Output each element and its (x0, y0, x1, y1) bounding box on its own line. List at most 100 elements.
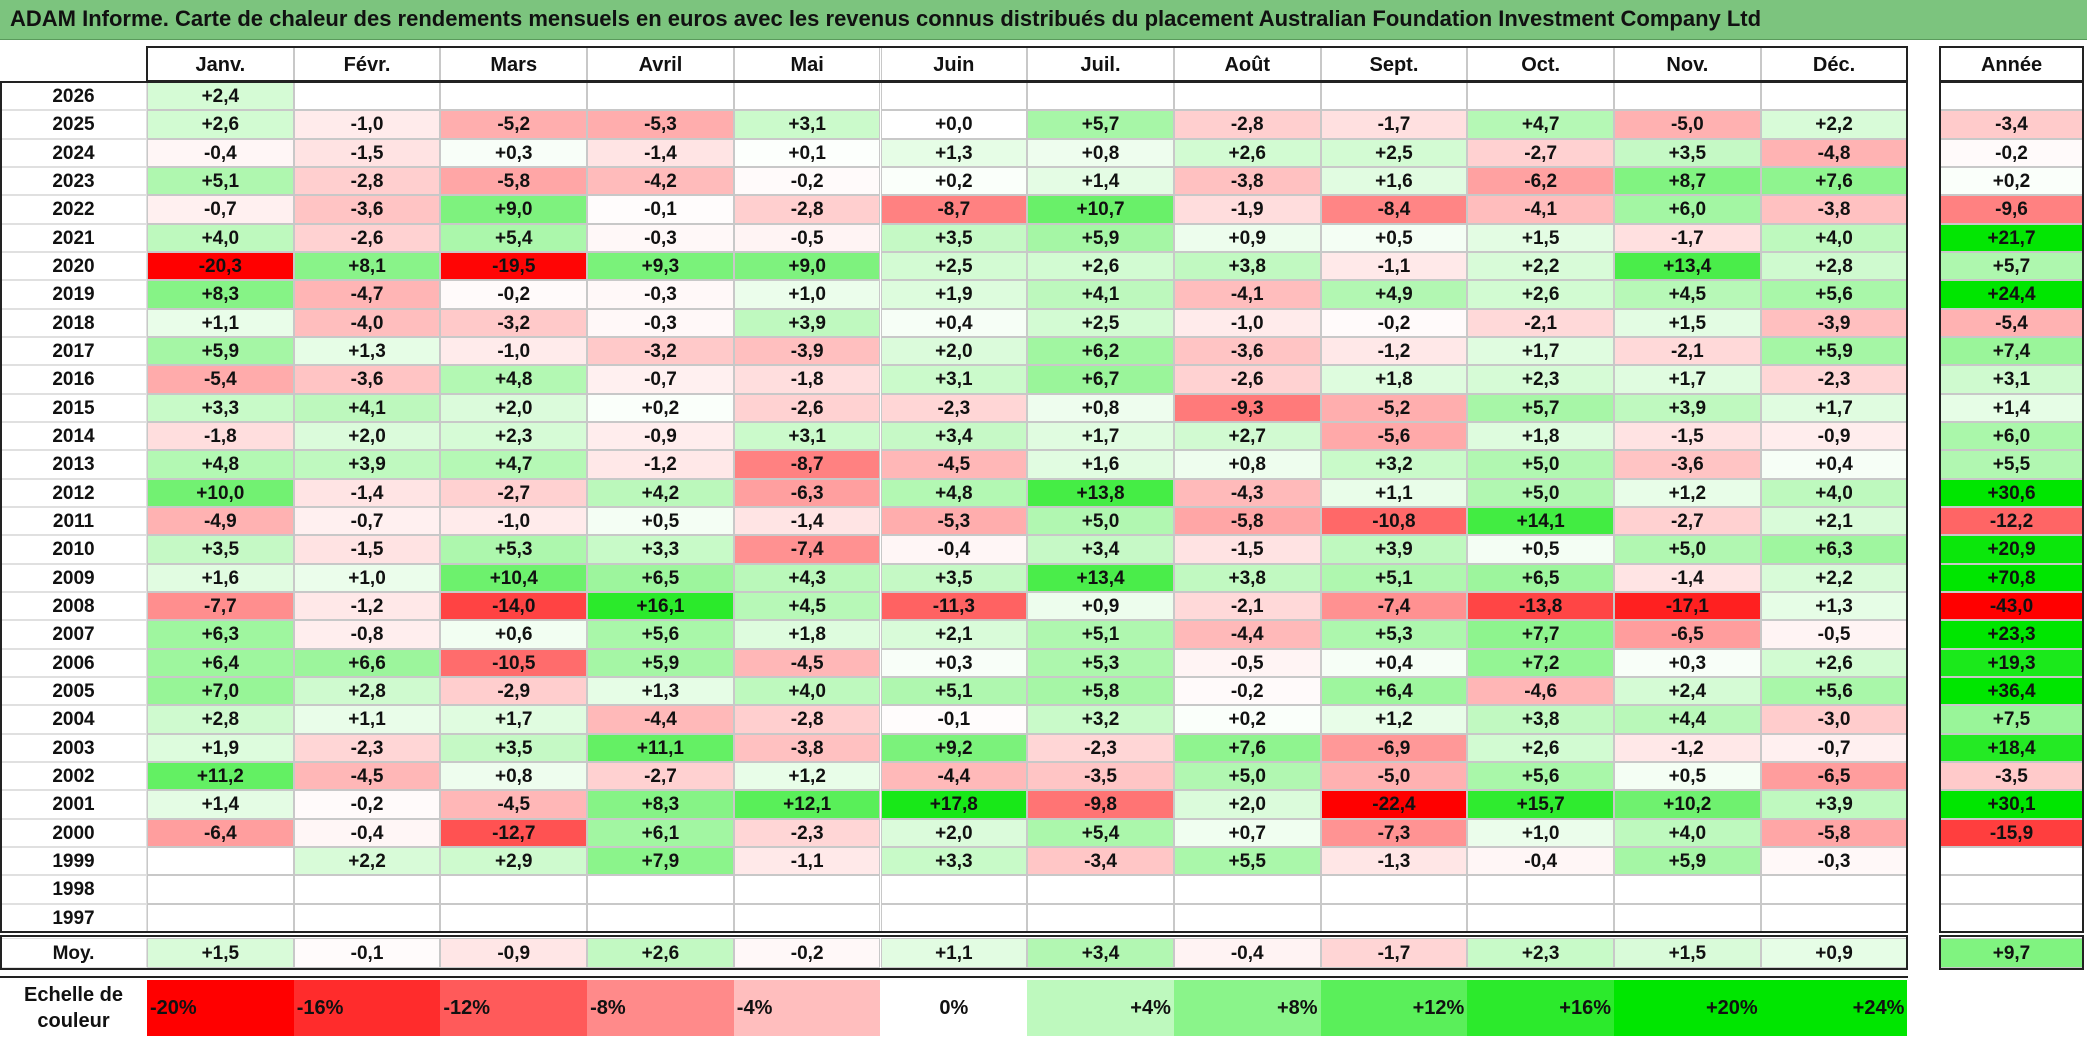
heatmap-cell: +7,6 (1173, 733, 1321, 762)
heatmap-cell: +4,5 (1614, 280, 1761, 309)
heatmap-cell: -2,1 (1173, 591, 1321, 621)
heatmap-cell: +6,0 (1614, 195, 1761, 224)
heatmap-cell: +6,3 (1760, 535, 1908, 564)
heatmap-cell: +1,6 (1320, 166, 1468, 196)
heatmap-cell: +0,5 (1467, 535, 1614, 564)
heatmap-cell: -4,4 (880, 761, 1028, 791)
heatmap-cell: +2,8 (147, 705, 294, 734)
year-label: 2011 (0, 506, 147, 536)
heatmap-cell: +1,4 (147, 790, 294, 819)
heatmap-cell: -0,3 (587, 280, 734, 309)
heatmap-cell: +0,0 (880, 110, 1028, 139)
annual-cell: +18,4 (1940, 733, 2083, 762)
heatmap-cell: +1,0 (1467, 818, 1614, 847)
heatmap-cell: -0,1 (880, 705, 1028, 734)
heatmap-cell: +10,7 (1027, 195, 1174, 224)
heatmap-cell: +2,5 (1027, 308, 1174, 337)
heatmap-cell: +5,0 (1027, 506, 1174, 536)
heatmap-cell: -0,7 (293, 506, 441, 536)
average-cell: -1,7 (1320, 938, 1468, 968)
annual-cell: -9,6 (1940, 195, 2083, 224)
heatmap-cell: +0,1 (733, 138, 881, 167)
annual-cell: +3,1 (1940, 365, 2083, 394)
year-label: 2014 (0, 421, 147, 451)
year-label: 2026 (0, 82, 147, 111)
month-header: Oct. (1467, 47, 1614, 82)
heatmap-cell: -13,8 (1467, 591, 1614, 621)
heatmap-cell: +1,1 (147, 308, 294, 337)
heatmap-cell: +2,8 (293, 676, 441, 706)
heatmap-cell: +5,3 (1320, 620, 1468, 649)
heatmap-cell: +13,4 (1027, 563, 1174, 592)
heatmap-cell (1760, 82, 1908, 111)
heatmap-cell: +6,6 (293, 648, 441, 677)
heatmap-cell: +3,8 (1467, 705, 1614, 734)
year-label: 2018 (0, 308, 147, 337)
annual-cell: +7,5 (1940, 705, 2083, 734)
title-bar: ADAM Informe. Carte de chaleur des rende… (0, 0, 2087, 40)
heatmap-cell: +2,0 (880, 818, 1028, 847)
heatmap-cell: +5,7 (1027, 110, 1174, 139)
heatmap-cell: +17,8 (880, 790, 1028, 819)
heatmap-cell: -0,4 (1467, 846, 1614, 876)
year-label: 2002 (0, 761, 147, 791)
annual-cell: -5,4 (1940, 308, 2083, 337)
year-label: 2019 (0, 280, 147, 309)
year-label: 2022 (0, 195, 147, 224)
year-label: 2001 (0, 790, 147, 819)
heatmap-cell: -3,8 (1760, 195, 1908, 224)
scale-swatch: -20% (147, 980, 294, 1036)
heatmap-cell: -3,0 (1760, 705, 1908, 734)
heatmap-cell: +4,1 (293, 393, 441, 422)
heatmap-cell (1027, 875, 1174, 904)
scale-swatch: 0% (880, 980, 1028, 1036)
heatmap-cell: +6,7 (1027, 365, 1174, 394)
heatmap-cell: -2,8 (733, 705, 881, 734)
heatmap-cell: -5,2 (440, 110, 588, 139)
heatmap-cell: +3,9 (1320, 535, 1468, 564)
heatmap-cell: -0,2 (293, 790, 441, 819)
annual-header: Année (1940, 47, 2083, 82)
heatmap-cell (147, 903, 294, 932)
heatmap-cell: +2,2 (1467, 251, 1614, 281)
heatmap-cell: +2,0 (880, 336, 1028, 366)
heatmap-cell: +7,7 (1467, 620, 1614, 649)
heatmap-cell: -1,2 (293, 591, 441, 621)
heatmap-cell: +5,4 (440, 223, 588, 252)
heatmap-cell: +1,1 (293, 705, 441, 734)
heatmap-cell: +4,0 (1760, 223, 1908, 252)
average-cell: +1,5 (147, 938, 294, 968)
heatmap-cell: +4,2 (587, 478, 734, 507)
year-label: 2024 (0, 138, 147, 167)
heatmap-cell: +5,3 (1027, 648, 1174, 677)
heatmap-cell: +2,8 (1760, 251, 1908, 281)
heatmap-cell: -0,3 (587, 308, 734, 337)
heatmap-cell: -0,2 (440, 280, 588, 309)
heatmap-cell: -0,4 (880, 535, 1028, 564)
heatmap-cell: -0,2 (1173, 676, 1321, 706)
annual-cell (1940, 875, 2083, 904)
heatmap-cell: -0,7 (1760, 733, 1908, 762)
heatmap-cell: -0,3 (1760, 846, 1908, 876)
annual-cell: -3,5 (1940, 761, 2083, 791)
average-cell: +3,4 (1027, 938, 1174, 968)
heatmap-cell: +6,5 (587, 563, 734, 592)
heatmap-cell: +1,7 (1760, 393, 1908, 422)
scale-swatch: +8% (1173, 980, 1321, 1036)
heatmap-cell: +9,0 (440, 195, 588, 224)
heatmap-cell: -1,5 (1614, 421, 1761, 451)
heatmap-cell: -3,6 (293, 195, 441, 224)
heatmap-cell (587, 82, 734, 111)
heatmap-cell (1760, 875, 1908, 904)
heatmap-cell (880, 903, 1028, 932)
annual-cell: -43,0 (1940, 591, 2083, 621)
heatmap-cell: +3,9 (1614, 393, 1761, 422)
scale-label-line1: Echelle de (24, 984, 123, 1006)
heatmap-cell: +2,6 (1467, 280, 1614, 309)
heatmap-cell: -8,4 (1320, 195, 1468, 224)
heatmap-cell: +4,7 (440, 450, 588, 479)
heatmap-cell: +0,9 (1027, 591, 1174, 621)
annual-cell: -12,2 (1940, 506, 2083, 536)
heatmap-cell: +5,7 (1467, 393, 1614, 422)
heatmap-cell (1614, 875, 1761, 904)
